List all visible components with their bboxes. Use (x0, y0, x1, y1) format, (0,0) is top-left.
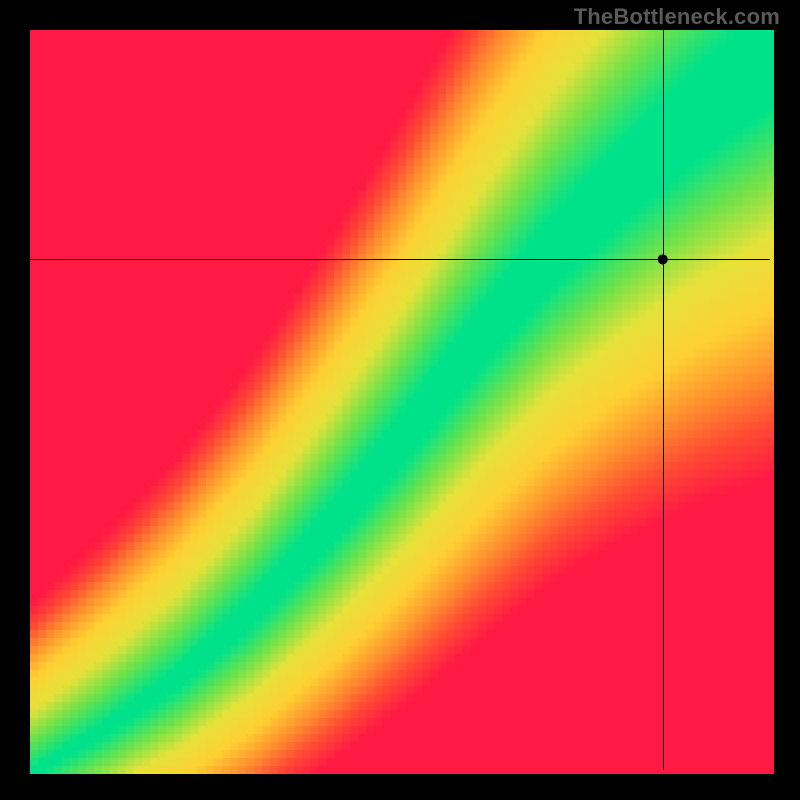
bottleneck-heatmap (0, 0, 800, 800)
watermark-text: TheBottleneck.com (574, 4, 780, 30)
chart-container: TheBottleneck.com (0, 0, 800, 800)
